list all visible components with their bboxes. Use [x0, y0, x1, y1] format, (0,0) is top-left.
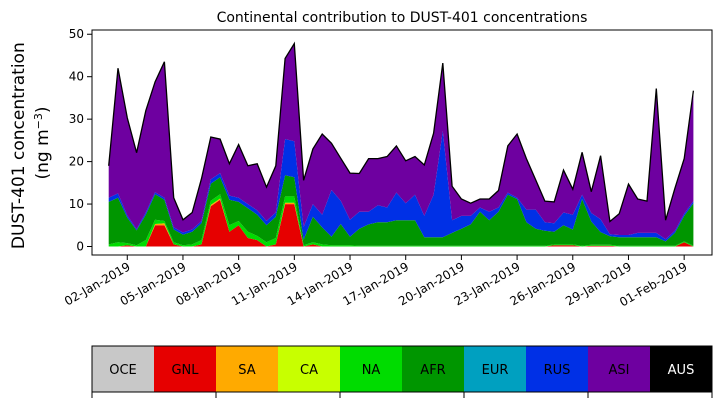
legend-swatch-eur	[464, 346, 527, 392]
y-tick-label: 10	[69, 197, 84, 211]
stacked-areas	[108, 43, 694, 247]
y-tick-label: 0	[76, 240, 84, 254]
legend-label-ca: CA	[300, 363, 318, 378]
plot-axes-frame	[91, 29, 713, 256]
y-tick-label: 30	[69, 112, 84, 126]
legend-swatch-oce	[92, 346, 155, 392]
legend-label-eur: EUR	[482, 363, 509, 378]
legend-colorbar: OCE GNL SA CA NA AFR EUR RUS ASI AUS	[91, 345, 713, 398]
y-tick-label: 50	[69, 27, 84, 41]
area-gnl	[108, 199, 694, 247]
y-axis-unit-exponent: −3	[32, 113, 45, 129]
legend-label-rus: RUS	[544, 363, 571, 378]
legend-swatch-na	[340, 346, 403, 392]
total-concentration-line	[108, 41, 695, 223]
area-rus	[108, 131, 694, 242]
y-axis-label-line1: DUST-401 concentration	[9, 42, 29, 249]
legend-swatch-asi	[588, 346, 651, 392]
legend-label-sa: SA	[238, 363, 255, 378]
y-axis-ticks: 0 10 20 30 40 50	[69, 27, 92, 254]
y-tick-label: 20	[69, 155, 84, 169]
area-afr	[108, 175, 694, 246]
y-axis-label-units: (ng m−3)	[32, 106, 54, 179]
legend-swatch-afr	[402, 346, 465, 392]
x-axis-ticks: 02-Jan-201905-Jan-201908-Jan-201911-Jan-…	[62, 255, 690, 309]
legend-swatch-ca	[278, 346, 341, 392]
legend-frame	[91, 345, 713, 393]
legend-label-gnl: GNL	[171, 363, 199, 378]
legend-swatch-sa	[216, 346, 279, 392]
y-tick-label: 40	[69, 70, 84, 84]
legend-label-na: NA	[362, 363, 381, 378]
chart-title: Continental contribution to DUST-401 con…	[217, 10, 588, 26]
legend-label-oce: OCE	[109, 363, 137, 378]
y-axis-label: DUST-401 concentration (ng m−3)	[9, 37, 53, 249]
legend-swatch-aus	[650, 346, 713, 392]
area-asi	[108, 43, 694, 240]
legend-label-afr: AFR	[420, 363, 445, 378]
y-axis-unit-suffix: )	[33, 106, 53, 113]
y-axis-unit-prefix: (ng m	[33, 129, 53, 179]
legend-label-asi: ASI	[609, 363, 630, 378]
legend-label-aus: AUS	[668, 363, 695, 378]
legend-swatch-gnl	[154, 346, 217, 392]
legend-swatch-rus	[526, 346, 589, 392]
